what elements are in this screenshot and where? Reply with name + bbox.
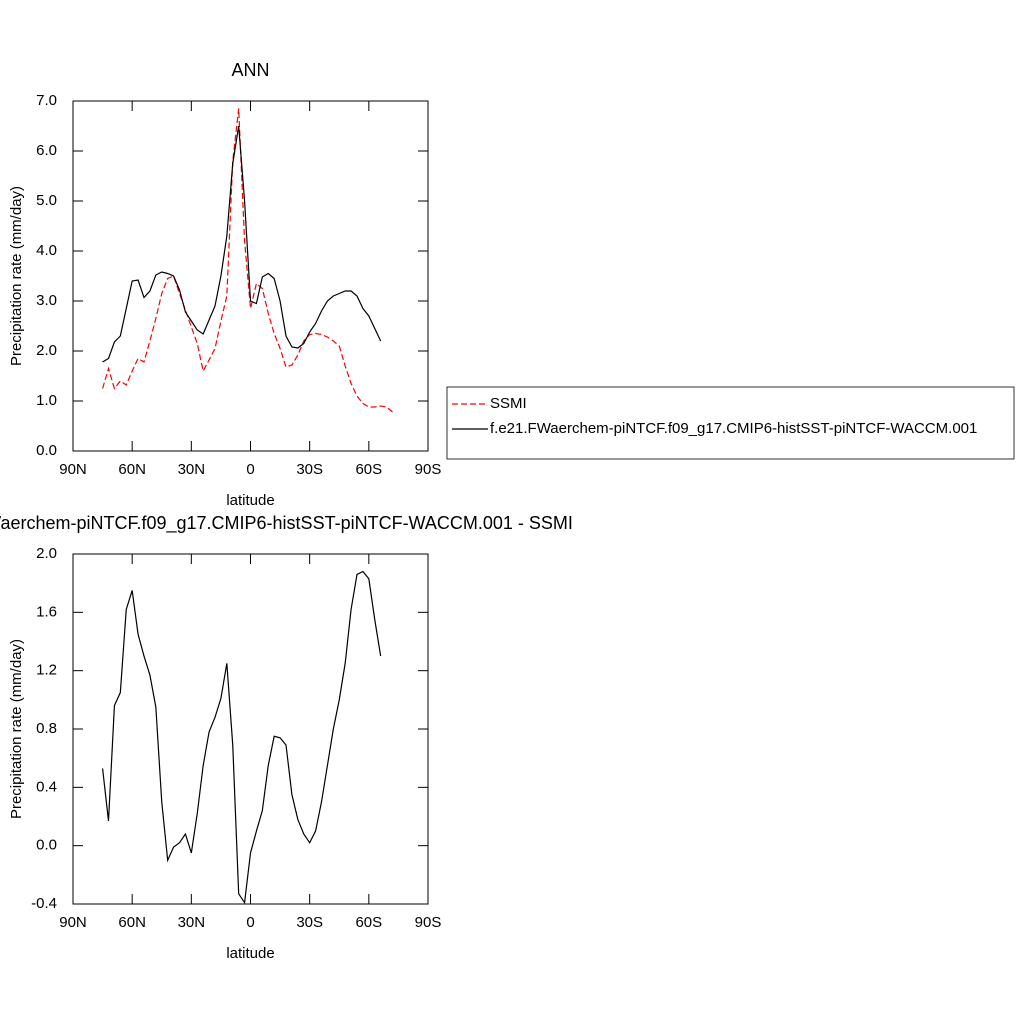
x-tick-label: 30S [296, 914, 323, 931]
x-tick-label: 60N [118, 914, 146, 931]
legend-label: f.e21.FWaerchem-piNTCF.f09_g17.CMIP6-his… [490, 420, 977, 437]
data-line [102, 108, 393, 413]
legend-label: SSMI [490, 395, 527, 412]
x-tick-label: 60S [355, 914, 382, 931]
x-tick-label: 30S [296, 461, 323, 478]
y-tick-label: -0.4 [31, 895, 57, 912]
legend-box [446, 386, 1015, 460]
y-axis-label: Precipitation rate (mm/day) [8, 186, 25, 366]
y-tick-label: 7.0 [36, 92, 57, 109]
y-tick-label: 3.0 [36, 292, 57, 309]
x-tick-label: 90S [415, 914, 442, 931]
chart-title: f.e21.FWaerchem-piNTCF.f09_g17.CMIP6-his… [0, 513, 573, 534]
plot-frame [72, 100, 429, 452]
x-axis-label: latitude [226, 492, 274, 509]
y-tick-label: 1.2 [36, 662, 57, 679]
data-line [102, 125, 382, 363]
y-tick-label: 0.4 [36, 778, 57, 795]
y-tick-label: 0.0 [36, 442, 57, 459]
y-tick-label: 5.0 [36, 192, 57, 209]
x-tick-label: 60S [355, 461, 382, 478]
chart-title: ANN [231, 60, 269, 80]
x-tick-label: 0 [246, 461, 254, 478]
x-tick-label: 60N [118, 461, 146, 478]
x-tick-label: 90S [415, 461, 442, 478]
y-tick-label: 2.0 [36, 545, 57, 562]
x-tick-label: 90N [59, 461, 87, 478]
y-tick-label: 1.0 [36, 392, 57, 409]
x-tick-label: 90N [59, 914, 87, 931]
y-tick-label: 6.0 [36, 142, 57, 159]
data-line [101, 570, 382, 905]
y-tick-label: 1.6 [36, 603, 57, 620]
x-tick-label: 30N [178, 461, 206, 478]
x-axis-label: latitude [226, 945, 274, 962]
x-tick-label: 30N [178, 914, 206, 931]
y-tick-label: 0.0 [36, 837, 57, 854]
y-tick-label: 2.0 [36, 342, 57, 359]
y-tick-label: 0.8 [36, 720, 57, 737]
x-tick-label: 0 [246, 914, 254, 931]
y-tick-label: 4.0 [36, 242, 57, 259]
y-axis-label: Precipitation rate (mm/day) [8, 639, 25, 819]
